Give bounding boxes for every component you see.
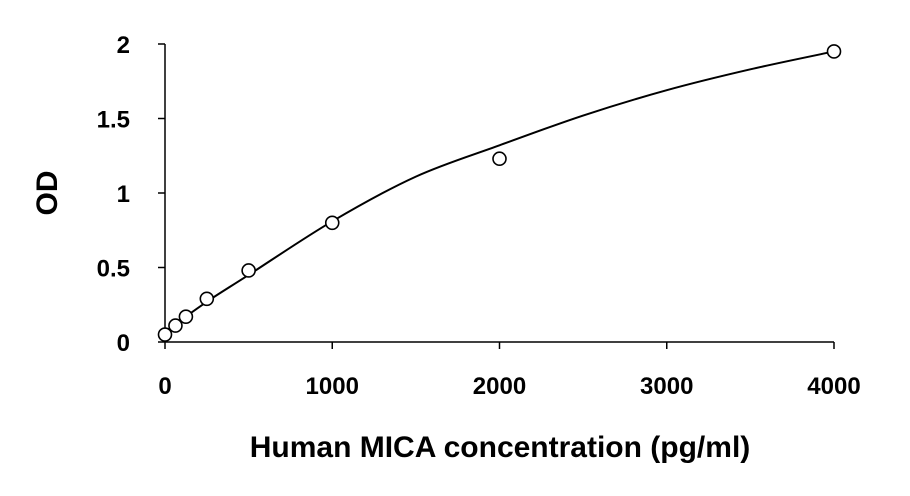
- data-point: [168, 318, 183, 333]
- data-point: [199, 291, 215, 307]
- y-tick-label: 2: [117, 32, 130, 59]
- data-point: [324, 215, 340, 231]
- x-tick-label: 1000: [306, 373, 359, 400]
- y-tick-label: 0.5: [97, 256, 130, 283]
- x-axis-title: Human MICA concentration (pg/ml): [250, 431, 751, 464]
- data-point: [157, 327, 173, 342]
- y-tick-label: 0: [117, 330, 130, 357]
- y-tick-label: 1: [117, 181, 130, 208]
- fit-curve: [164, 50, 835, 333]
- data-point: [178, 309, 194, 324]
- data-point: [826, 44, 842, 59]
- y-tick-labels: 0 0.5 1 1.5 2: [97, 32, 130, 357]
- x-tick-label: 4000: [807, 373, 860, 400]
- fit-curve-group: [164, 50, 835, 333]
- axes: [164, 44, 834, 343]
- x-tick-label: 3000: [640, 373, 693, 400]
- data-points: [157, 44, 842, 342]
- x-tick-label: 2000: [473, 373, 526, 400]
- x-tick-label: 0: [158, 373, 171, 400]
- x-tick-labels: 0 1000 2000 3000 4000: [158, 373, 860, 400]
- data-point: [492, 151, 507, 167]
- y-axis-title: OD: [31, 171, 64, 216]
- y-tick-label: 1.5: [97, 107, 130, 134]
- data-point: [241, 263, 256, 278]
- tick-marks: [158, 43, 835, 349]
